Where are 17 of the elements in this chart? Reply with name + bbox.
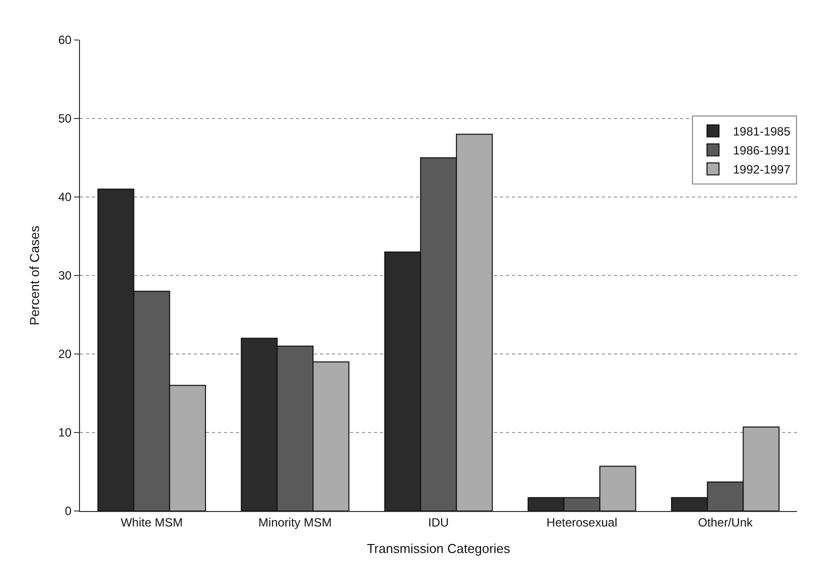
- legend-label: 1992-1997: [733, 162, 791, 177]
- y-tick-label: 0: [64, 504, 72, 518]
- y-tick-label: 20: [58, 347, 72, 362]
- x-tick-label: White MSM: [120, 515, 183, 530]
- y-axis-title: Percent of Cases: [27, 225, 42, 326]
- y-tick-label: 30: [58, 268, 72, 283]
- y-tick-label: 50: [58, 112, 72, 126]
- y-tick-label: 60: [58, 33, 72, 48]
- legend-label: 1986-1991: [733, 144, 791, 158]
- legend-label: 1981-1985: [733, 124, 791, 139]
- x-tick-label: Minority MSM: [258, 515, 332, 530]
- x-tick-label: IDU: [428, 515, 449, 530]
- x-tick-label: Heterosexual: [546, 515, 618, 530]
- x-tick-label: Other/Unk: [698, 515, 754, 530]
- x-axis-title: Transmission Categories: [366, 541, 511, 556]
- y-tick-label: 40: [58, 190, 72, 204]
- y-tick-label: 10: [58, 426, 72, 440]
